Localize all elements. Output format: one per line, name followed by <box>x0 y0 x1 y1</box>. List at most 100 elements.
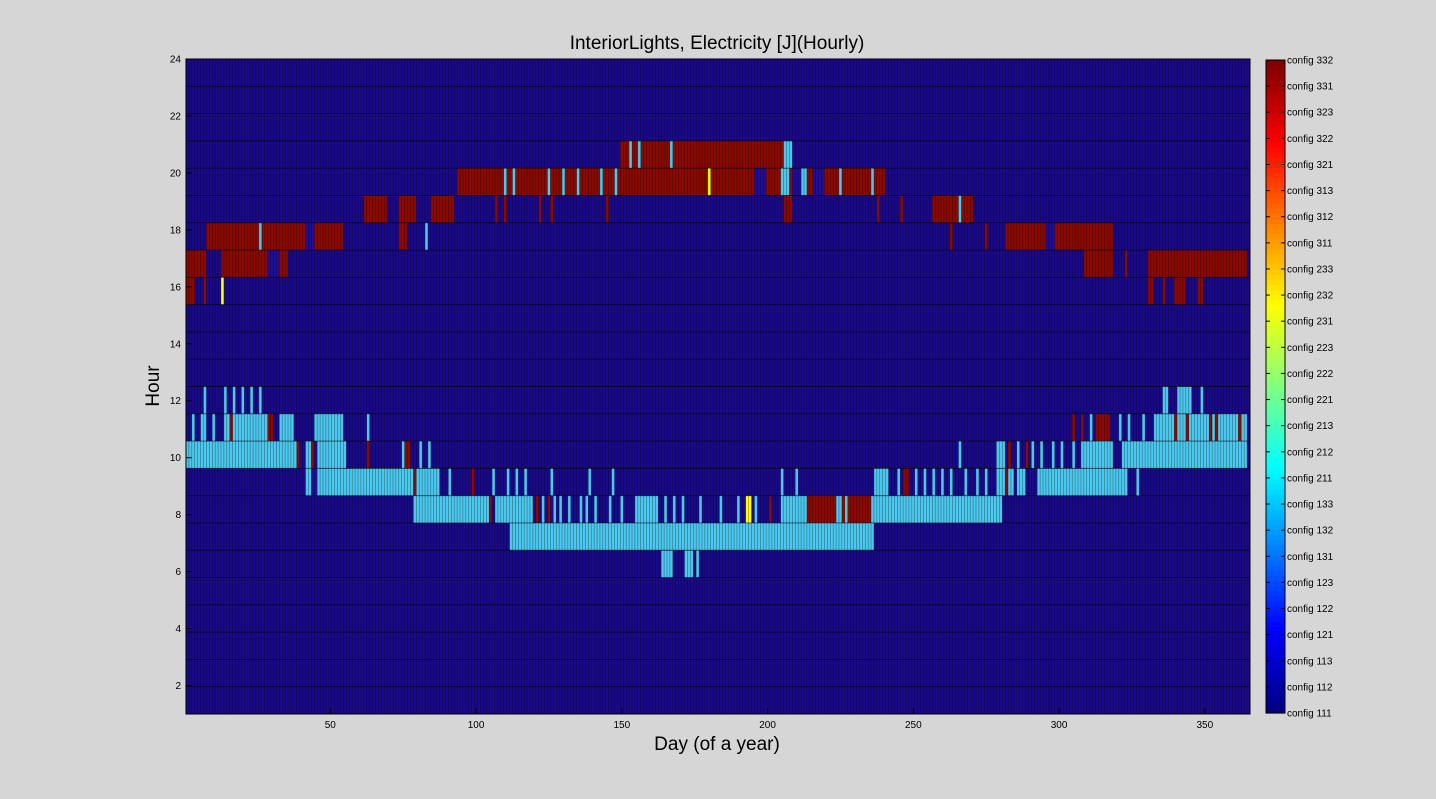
heatmap-cell <box>203 386 207 414</box>
colorbar-segment <box>1266 412 1285 418</box>
colorbar-segment <box>1266 631 1285 638</box>
y-tick-label: 18 <box>170 225 182 236</box>
colorbar-label: config 211 <box>1287 473 1333 484</box>
colorbar-segment <box>1266 503 1285 510</box>
heatmap-cell <box>696 550 700 578</box>
heatmap-cell <box>699 495 702 523</box>
heatmap-cell <box>1142 413 1146 442</box>
colorbar-segment <box>1266 468 1285 474</box>
colorbar-segment <box>1266 315 1285 321</box>
heatmap-cell <box>567 495 571 523</box>
colorbar-segment <box>1266 687 1285 694</box>
colorbar-segment <box>1266 223 1285 229</box>
heatmap-cell <box>579 495 583 523</box>
colorbar-segment <box>1266 284 1285 291</box>
heatmap-cell <box>366 441 370 469</box>
heatmap-cell <box>258 386 262 414</box>
colorbar-segment <box>1266 213 1285 219</box>
heatmap-cell <box>492 468 495 496</box>
heatmap-cell <box>401 441 405 469</box>
x-tick-label: 50 <box>325 720 337 731</box>
colorbar-label: config 111 <box>1287 709 1332 720</box>
x-axis: 50 100 150 200 250 300 350 <box>325 708 1214 731</box>
heatmap-cell <box>1072 441 1076 469</box>
colorbar-segment <box>1266 309 1285 316</box>
heatmap-cell <box>1136 468 1140 496</box>
heatmap-cell <box>1127 413 1131 442</box>
colorbar-segment <box>1266 661 1285 668</box>
colorbar-label: config 123 <box>1287 578 1334 589</box>
colorbar-segment <box>1266 498 1285 505</box>
colorbar-segment <box>1266 636 1285 643</box>
colorbar-segment <box>1266 605 1285 612</box>
heatmap-cell <box>1060 441 1064 469</box>
colorbar-segment <box>1266 667 1285 673</box>
heatmap-cell <box>681 495 685 523</box>
colorbar-segment <box>1266 100 1285 107</box>
heatmap-cell <box>838 168 842 196</box>
colorbar-label: config 312 <box>1287 212 1334 223</box>
heatmap-cell <box>186 277 195 305</box>
heatmap-cell <box>1121 441 1248 469</box>
colorbar-label: config 121 <box>1287 630 1334 641</box>
colorbar-segment <box>1266 457 1285 464</box>
colorbar-label: config 322 <box>1287 134 1334 145</box>
colorbar-segment <box>1266 539 1285 546</box>
x-tick-label: 350 <box>1196 720 1213 731</box>
heatmap-cell <box>1209 413 1213 442</box>
heatmap-cell <box>1031 441 1035 469</box>
colorbar-segment <box>1266 350 1285 357</box>
y-tick-label: 24 <box>170 55 182 66</box>
heatmap-cell <box>914 468 918 496</box>
colorbar-segment <box>1266 75 1285 82</box>
heatmap-cell <box>629 140 633 169</box>
heatmap-cell <box>366 413 370 442</box>
heatmap-cell <box>223 386 227 414</box>
colorbar-segment <box>1266 360 1285 367</box>
heatmap-cell <box>1005 468 1009 496</box>
heatmap-cell <box>669 140 673 169</box>
heatmap-cell <box>1080 413 1084 442</box>
x-tick-label: 300 <box>1051 720 1068 731</box>
heatmap-cell <box>964 468 968 496</box>
colorbar-segment <box>1266 136 1285 143</box>
y-tick-label: 2 <box>175 681 181 692</box>
heatmap-cell <box>494 495 533 523</box>
x-tick-label: 100 <box>468 720 485 731</box>
colorbar-segment <box>1266 264 1285 270</box>
colorbar-segment <box>1266 121 1285 127</box>
colorbar-segment <box>1266 381 1285 388</box>
colorbar-segment <box>1266 141 1285 148</box>
y-tick-label: 8 <box>175 510 181 521</box>
colorbar-segment <box>1266 544 1285 551</box>
heatmap-cell <box>541 495 545 523</box>
heatmap-cell <box>186 441 277 469</box>
colorbar-segment <box>1266 575 1285 581</box>
heatmap-cell <box>550 468 554 496</box>
colorbar-segment <box>1266 595 1285 602</box>
heatmap-cell <box>975 468 979 496</box>
heatmap-cell <box>559 495 563 523</box>
colorbar-segment <box>1266 514 1285 520</box>
heatmap-cell <box>585 495 589 523</box>
colorbar-segment <box>1266 391 1285 398</box>
colorbar-label: config 223 <box>1287 343 1334 354</box>
colorbar-segment <box>1266 626 1285 632</box>
colorbar-segment <box>1266 651 1285 658</box>
colorbar-segment <box>1266 488 1285 495</box>
colorbar-segment <box>1266 269 1285 275</box>
colorbar-segment <box>1266 335 1285 342</box>
heatmap-cell <box>494 195 498 223</box>
colorbar-segment <box>1266 565 1285 571</box>
heatmap-cell <box>783 140 793 169</box>
heatmap-cell <box>923 468 927 496</box>
colorbar-segment <box>1266 151 1285 158</box>
colorbar-segment <box>1266 156 1285 163</box>
heatmap-cell <box>599 168 603 196</box>
colorbar-segment <box>1266 65 1285 71</box>
heatmap-cell <box>611 468 615 496</box>
colorbar-segment <box>1266 218 1285 224</box>
colorbar-segment <box>1266 325 1285 331</box>
heatmap-cell <box>296 441 300 469</box>
